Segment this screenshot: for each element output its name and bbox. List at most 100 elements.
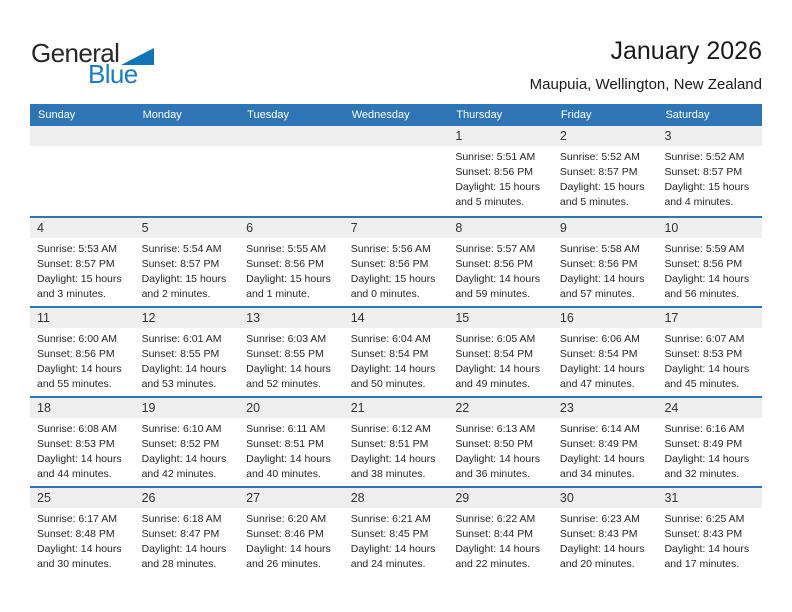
sunset-text: Sunset: 8:43 PM [559,528,638,540]
location-subtitle: Maupuia, Wellington, New Zealand [529,75,762,93]
sunset-text: Sunset: 8:53 PM [37,438,115,450]
sunrise-text: Sunrise: 6:10 AM [141,423,222,435]
general-blue-logo: General Blue [31,40,155,87]
sunset-text: Sunset: 8:47 PM [141,528,220,540]
day-number: 13 [239,308,344,328]
day-details [30,146,135,150]
day-cell: 16 Sunrise: 6:06 AM Sunset: 8:54 PM Dayl… [552,308,658,396]
sunset-text: Sunset: 8:55 PM [141,348,220,360]
day-cell: 11 Sunrise: 6:00 AM Sunset: 8:56 PM Dayl… [30,308,135,396]
day-details: Sunrise: 6:05 AM Sunset: 8:54 PM Dayligh… [448,328,553,392]
sunrise-text: Sunrise: 6:06 AM [559,333,640,345]
day-number: 26 [134,488,240,508]
sunset-text: Sunset: 8:43 PM [664,528,743,540]
day-number [239,126,344,146]
day-details: Sunrise: 6:04 AM Sunset: 8:54 PM Dayligh… [344,328,449,392]
sunset-text: Sunset: 8:56 PM [37,348,115,360]
day-details: Sunrise: 5:58 AM Sunset: 8:56 PM Dayligh… [553,238,658,302]
sunset-text: Sunset: 8:50 PM [455,438,533,450]
day-details: Sunrise: 5:54 AM Sunset: 8:57 PM Dayligh… [135,238,240,302]
day-cell: 18 Sunrise: 6:08 AM Sunset: 8:53 PM Dayl… [30,398,135,486]
day-cell: 20 Sunrise: 6:11 AM Sunset: 8:51 PM Dayl… [239,398,344,486]
sunset-text: Sunset: 8:53 PM [664,348,743,360]
daylight-text: Daylight: 14 hours and 20 minutes. [559,543,645,570]
day-number: 6 [239,218,344,238]
day-number: 7 [343,218,449,238]
sunrise-text: Sunrise: 6:07 AM [664,333,745,345]
daylight-text: Daylight: 15 hours and 5 minutes. [559,181,645,208]
daylight-text: Daylight: 14 hours and 36 minutes. [455,453,540,480]
day-number: 23 [552,398,658,418]
sunset-text: Sunset: 8:51 PM [350,438,429,450]
day-number: 31 [657,488,763,508]
day-cell: 31 Sunrise: 6:25 AM Sunset: 8:43 PM Dayl… [657,488,763,576]
daylight-text: Daylight: 14 hours and 50 minutes. [350,363,436,390]
sunset-text: Sunset: 8:56 PM [455,166,533,178]
daylight-text: Daylight: 14 hours and 55 minutes. [37,363,122,390]
sunset-text: Sunset: 8:44 PM [455,528,533,540]
daylight-text: Daylight: 15 hours and 4 minutes. [664,181,750,208]
sunrise-text: Sunrise: 6:13 AM [455,423,536,435]
sunrise-text: Sunrise: 6:25 AM [664,513,745,525]
day-number [134,126,240,146]
day-details: Sunrise: 5:59 AM Sunset: 8:56 PM Dayligh… [657,238,762,302]
daylight-text: Daylight: 14 hours and 17 minutes. [664,543,750,570]
daylight-text: Daylight: 14 hours and 40 minutes. [246,453,331,480]
day-cell: 7 Sunrise: 5:56 AM Sunset: 8:56 PM Dayli… [343,218,449,306]
day-cell: 27 Sunrise: 6:20 AM Sunset: 8:46 PM Dayl… [239,488,344,576]
sunrise-text: Sunrise: 6:21 AM [350,513,431,525]
weekday-header: Monday [142,109,182,121]
day-details: Sunrise: 6:07 AM Sunset: 8:53 PM Dayligh… [657,328,762,392]
day-cell: 28 Sunrise: 6:21 AM Sunset: 8:45 PM Dayl… [343,488,449,576]
daylight-text: Daylight: 14 hours and 24 minutes. [350,543,436,570]
day-cell: 19 Sunrise: 6:10 AM Sunset: 8:52 PM Dayl… [134,398,240,486]
day-details [344,146,449,150]
sunset-text: Sunset: 8:56 PM [350,258,429,270]
daylight-text: Daylight: 14 hours and 59 minutes. [455,273,540,300]
calendar-weeks: 1 Sunrise: 5:51 AM Sunset: 8:56 PM Dayli… [30,126,763,576]
sunset-text: Sunset: 8:54 PM [455,348,533,360]
weekday-header: Tuesday [247,109,289,121]
week-row: 18 Sunrise: 6:08 AM Sunset: 8:53 PM Dayl… [30,396,763,486]
weekday-header: Saturday [665,109,710,121]
daylight-text: Daylight: 14 hours and 45 minutes. [664,363,750,390]
sunrise-text: Sunrise: 6:16 AM [664,423,745,435]
day-details: Sunrise: 5:55 AM Sunset: 8:56 PM Dayligh… [239,238,344,302]
day-cell: 26 Sunrise: 6:18 AM Sunset: 8:47 PM Dayl… [134,488,240,576]
daylight-text: Daylight: 14 hours and 32 minutes. [664,453,750,480]
sunset-text: Sunset: 8:56 PM [559,258,638,270]
day-cell: 13 Sunrise: 6:03 AM Sunset: 8:55 PM Dayl… [239,308,344,396]
day-number: 24 [657,398,763,418]
day-number: 16 [552,308,658,328]
daylight-text: Daylight: 14 hours and 49 minutes. [455,363,540,390]
daylight-text: Daylight: 14 hours and 38 minutes. [350,453,436,480]
sunrise-text: Sunrise: 6:22 AM [455,513,536,525]
weekday-header: Friday [560,109,592,121]
sunrise-text: Sunrise: 5:58 AM [559,243,640,255]
day-cell: 2 Sunrise: 5:52 AM Sunset: 8:57 PM Dayli… [552,126,658,216]
day-cell: 3 Sunrise: 5:52 AM Sunset: 8:57 PM Dayli… [657,126,763,216]
sunrise-text: Sunrise: 6:04 AM [350,333,431,345]
day-number: 20 [239,398,344,418]
titles: January 2026 Maupuia, Wellington, New Ze… [529,37,762,93]
day-details: Sunrise: 6:14 AM Sunset: 8:49 PM Dayligh… [553,418,658,482]
week-row: 1 Sunrise: 5:51 AM Sunset: 8:56 PM Dayli… [30,126,763,216]
daylight-text: Daylight: 14 hours and 52 minutes. [246,363,331,390]
day-cell: 6 Sunrise: 5:55 AM Sunset: 8:56 PM Dayli… [239,218,344,306]
sunrise-text: Sunrise: 6:14 AM [559,423,640,435]
month-title: January 2026 [610,37,762,65]
day-number: 8 [448,218,553,238]
day-details: Sunrise: 6:12 AM Sunset: 8:51 PM Dayligh… [344,418,449,482]
sunset-text: Sunset: 8:54 PM [559,348,638,360]
day-details: Sunrise: 6:22 AM Sunset: 8:44 PM Dayligh… [448,508,553,572]
day-details: Sunrise: 5:53 AM Sunset: 8:57 PM Dayligh… [30,238,135,302]
sunrise-text: Sunrise: 6:18 AM [141,513,222,525]
sunrise-text: Sunrise: 5:59 AM [664,243,745,255]
day-cell: 22 Sunrise: 6:13 AM Sunset: 8:50 PM Dayl… [448,398,553,486]
sunrise-text: Sunrise: 6:00 AM [37,333,117,345]
week-row: 4 Sunrise: 5:53 AM Sunset: 8:57 PM Dayli… [30,216,763,306]
weekday-header-row: Sunday Monday Tuesday Wednesday Thursday Frid… [30,104,762,126]
day-number: 1 [448,126,553,146]
day-number: 15 [448,308,553,328]
